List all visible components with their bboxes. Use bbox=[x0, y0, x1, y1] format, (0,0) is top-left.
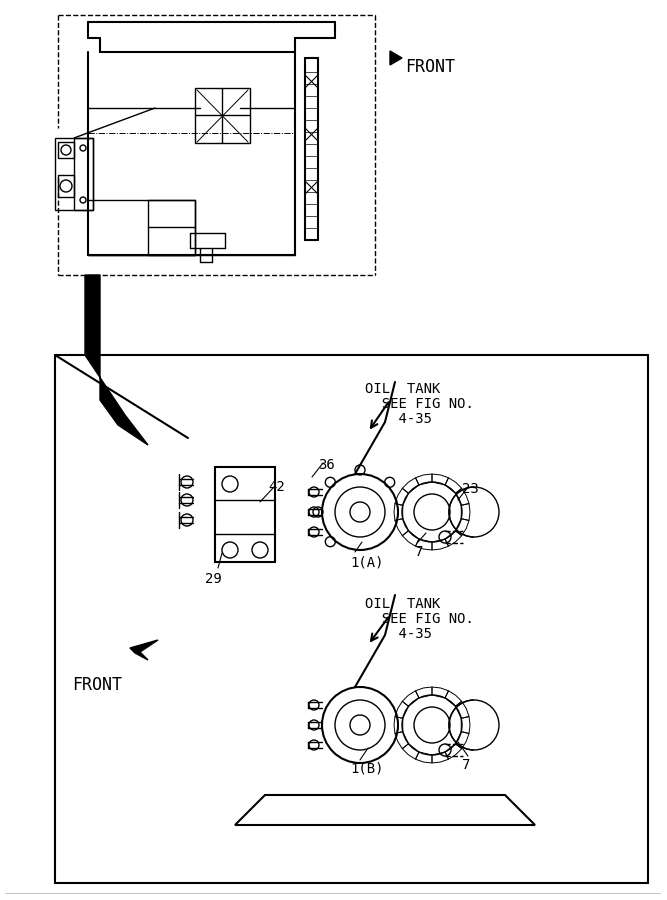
Text: 42: 42 bbox=[268, 480, 285, 494]
Bar bbox=[58, 142, 74, 158]
Polygon shape bbox=[85, 275, 148, 445]
Text: SEE FIG NO.: SEE FIG NO. bbox=[365, 612, 474, 626]
Text: 1(B): 1(B) bbox=[350, 762, 384, 776]
Text: 7: 7 bbox=[415, 545, 424, 559]
Text: OIL  TANK: OIL TANK bbox=[365, 382, 440, 396]
Text: FRONT: FRONT bbox=[72, 676, 122, 694]
Text: 23: 23 bbox=[462, 482, 479, 496]
Text: 7: 7 bbox=[462, 758, 470, 772]
Bar bbox=[58, 175, 74, 197]
Text: 29: 29 bbox=[205, 572, 221, 586]
Polygon shape bbox=[130, 640, 158, 660]
Bar bbox=[55, 138, 93, 210]
Polygon shape bbox=[390, 51, 402, 65]
Text: 4-35: 4-35 bbox=[365, 627, 432, 641]
Bar bbox=[195, 88, 250, 143]
Circle shape bbox=[350, 715, 370, 735]
Text: 1(A): 1(A) bbox=[350, 555, 384, 569]
Text: 36: 36 bbox=[318, 458, 335, 472]
Text: FRONT: FRONT bbox=[405, 58, 455, 76]
Text: OIL  TANK: OIL TANK bbox=[365, 597, 440, 611]
Text: 4-35: 4-35 bbox=[365, 412, 432, 426]
Circle shape bbox=[350, 502, 370, 522]
Bar bbox=[74, 138, 93, 210]
Bar bbox=[148, 200, 195, 255]
Bar bbox=[215, 467, 275, 562]
Text: SEE FIG NO.: SEE FIG NO. bbox=[365, 397, 474, 411]
